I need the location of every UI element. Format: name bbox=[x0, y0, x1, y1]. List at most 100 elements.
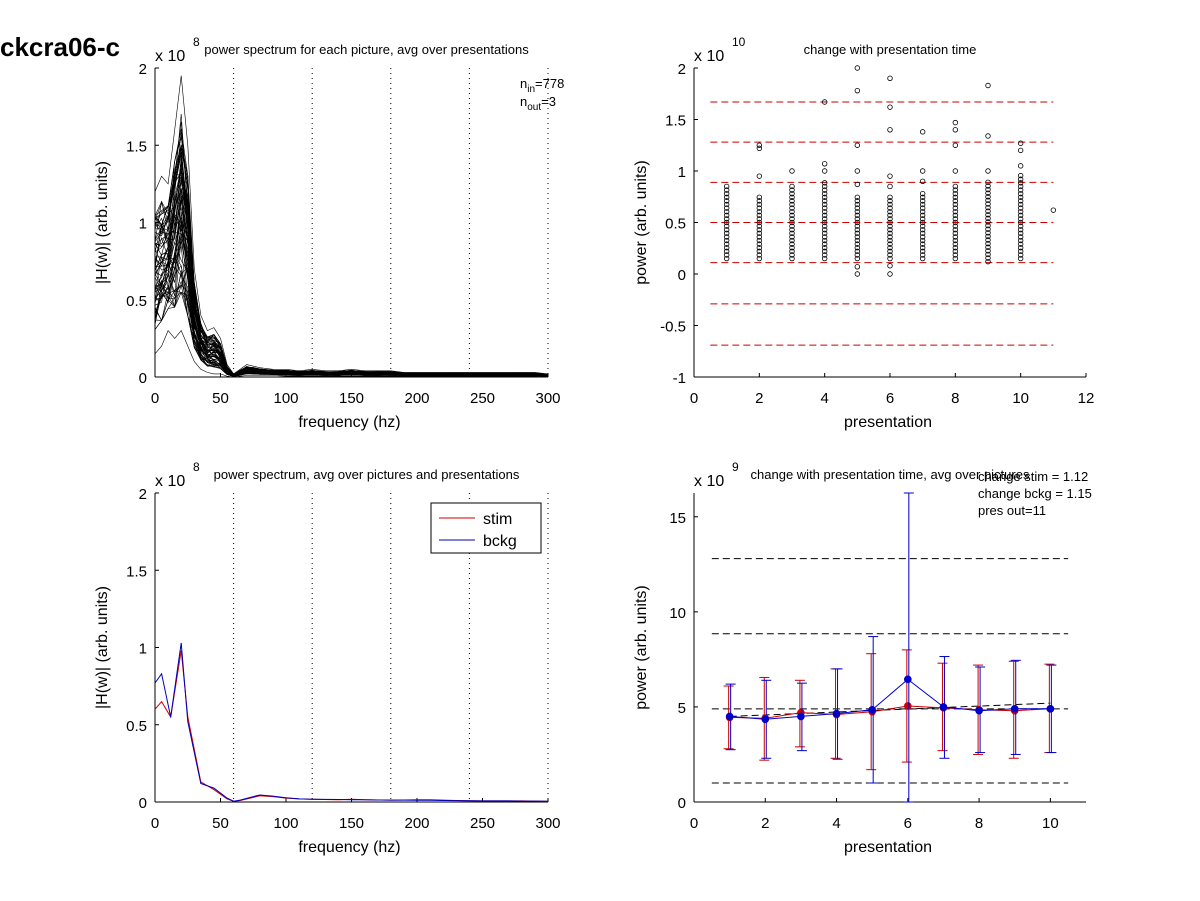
data-point bbox=[1017, 237, 1024, 244]
data-point bbox=[821, 198, 828, 204]
mean-marker-bckg bbox=[975, 706, 983, 715]
data-point bbox=[723, 187, 730, 193]
data-point bbox=[1017, 205, 1024, 211]
spectrum-trace bbox=[154, 194, 549, 376]
data-point bbox=[756, 241, 763, 247]
mean-marker-bckg bbox=[1046, 705, 1055, 713]
data-point bbox=[821, 234, 828, 240]
data-point bbox=[789, 212, 795, 218]
data-point bbox=[789, 205, 795, 211]
data-point bbox=[919, 241, 926, 247]
data-point bbox=[887, 219, 893, 226]
data-point bbox=[789, 245, 795, 251]
data-point bbox=[789, 194, 795, 200]
x-tick-label: 2 bbox=[755, 390, 763, 407]
data-point bbox=[952, 245, 959, 251]
data-point bbox=[887, 75, 893, 81]
data-point bbox=[1017, 248, 1024, 255]
spectrum-trace bbox=[154, 188, 549, 376]
data-point bbox=[756, 237, 763, 244]
data-point bbox=[919, 219, 926, 226]
data-point bbox=[919, 212, 926, 218]
spectrum-trace bbox=[154, 274, 549, 377]
data-point bbox=[985, 190, 991, 196]
spectrum-trace bbox=[154, 128, 549, 376]
data-point bbox=[821, 205, 828, 211]
data-point bbox=[919, 255, 926, 262]
data-point bbox=[723, 245, 730, 251]
spectrum-trace bbox=[154, 330, 549, 378]
x-tick-label: 200 bbox=[404, 815, 429, 832]
data-point bbox=[919, 168, 926, 174]
data-point bbox=[789, 183, 795, 190]
y-tick-label: 0 bbox=[678, 795, 686, 812]
y-multiplier-label: x 10 bbox=[155, 48, 185, 65]
mean-marker-bckg bbox=[904, 675, 912, 684]
data-point bbox=[854, 252, 861, 258]
data-point bbox=[723, 183, 730, 190]
data-point bbox=[756, 216, 763, 222]
data-point bbox=[1017, 255, 1024, 262]
data-point bbox=[854, 230, 861, 237]
x-tick-label: 250 bbox=[470, 390, 495, 407]
data-point bbox=[1017, 223, 1024, 229]
data-point bbox=[1017, 180, 1024, 186]
y-axis-label: |H(w)| (arb. units) bbox=[94, 161, 111, 284]
data-point bbox=[821, 99, 828, 105]
y-tick-label: 10 bbox=[669, 605, 686, 622]
data-point bbox=[919, 237, 926, 244]
data-point bbox=[952, 119, 959, 126]
data-point bbox=[821, 252, 828, 258]
x-tick-label: 8 bbox=[951, 390, 959, 407]
data-point bbox=[1017, 183, 1024, 190]
data-point bbox=[854, 241, 861, 247]
data-point bbox=[985, 194, 991, 200]
data-point bbox=[887, 205, 893, 211]
spectrum-trace bbox=[154, 190, 549, 376]
x-tick-label: 0 bbox=[690, 390, 698, 407]
legend: stim bckg bbox=[430, 502, 542, 554]
data-point bbox=[821, 190, 828, 197]
data-point bbox=[919, 234, 926, 240]
data-point bbox=[854, 181, 861, 188]
chart-panel-3: 0 50 100 150 200 250 300 0 0.5 1 1.5 2 x 10 8 power sp… bbox=[94, 460, 561, 856]
data-point bbox=[1017, 176, 1024, 182]
data-point bbox=[756, 227, 763, 233]
data-point bbox=[723, 205, 730, 211]
y-tick-label: 0 bbox=[678, 267, 686, 284]
x-tick-label: 300 bbox=[535, 815, 560, 832]
x-tick-label: 100 bbox=[273, 390, 298, 407]
spectrum-trace bbox=[154, 224, 549, 377]
data-point bbox=[985, 258, 991, 265]
data-point bbox=[789, 241, 795, 247]
data-point bbox=[952, 142, 959, 148]
data-point bbox=[723, 227, 730, 233]
y-tick-label: 0.5 bbox=[126, 718, 147, 735]
data-point bbox=[919, 208, 926, 215]
data-point bbox=[952, 252, 959, 258]
data-point bbox=[854, 264, 861, 270]
data-point bbox=[952, 227, 959, 233]
data-point bbox=[985, 183, 991, 189]
chart-title: power spectrum for each picture, avg ove… bbox=[204, 42, 529, 57]
data-point bbox=[985, 251, 991, 258]
data-point bbox=[1017, 252, 1024, 258]
data-point bbox=[821, 161, 828, 167]
data-point bbox=[887, 234, 893, 240]
data-point bbox=[985, 201, 991, 207]
data-point bbox=[821, 194, 828, 200]
data-point bbox=[789, 190, 795, 197]
y-tick-label: 0.5 bbox=[126, 293, 147, 310]
data-point bbox=[1017, 212, 1024, 218]
y-axis-label: power (arb. units) bbox=[633, 585, 650, 710]
data-point bbox=[854, 142, 861, 148]
data-point bbox=[985, 168, 991, 174]
data-point bbox=[821, 248, 828, 255]
data-point bbox=[985, 197, 991, 204]
data-point bbox=[854, 271, 861, 277]
figure-title: ckcra06-c bbox=[0, 32, 120, 62]
data-point bbox=[789, 201, 795, 208]
data-point bbox=[821, 241, 828, 247]
data-point bbox=[985, 226, 991, 232]
y-tick-label: 2 bbox=[139, 486, 147, 503]
